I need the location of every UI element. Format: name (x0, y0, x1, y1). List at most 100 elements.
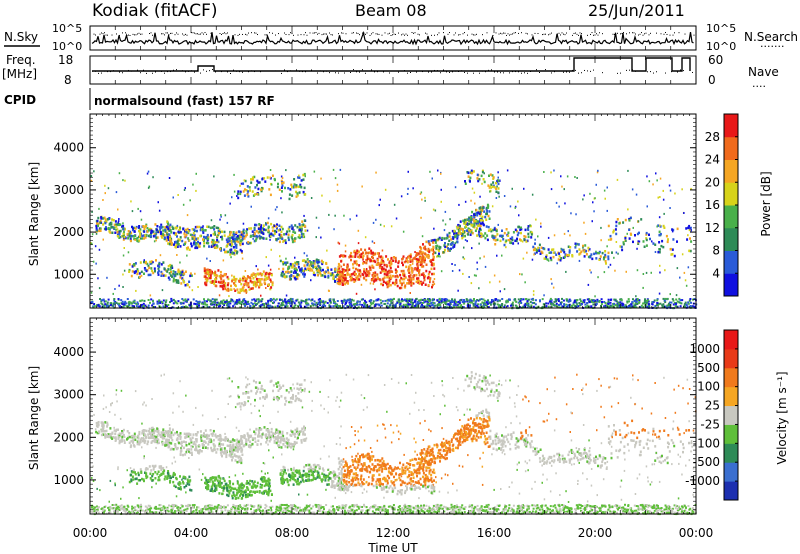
range-gate-cell (291, 266, 294, 269)
range-gate-cell (476, 299, 479, 301)
range-gate-cell (168, 233, 171, 236)
range-gate-cell (305, 302, 307, 305)
range-gate-cell (685, 227, 688, 230)
nave-dot (512, 71, 513, 73)
range-gate-cell (408, 256, 410, 259)
range-gate-cell (656, 299, 659, 302)
range-gate-cell (340, 271, 343, 274)
noise-search-dot (104, 32, 105, 34)
range-gate-cell (578, 253, 581, 256)
nave-dot (173, 69, 174, 71)
range-gate-cell (290, 270, 293, 273)
range-gate-cell (269, 193, 272, 197)
range-gate-cell (356, 303, 359, 306)
range-gate-cell (150, 229, 153, 232)
range-gate-cell (420, 191, 423, 194)
range-gate-cell (215, 280, 217, 283)
range-gate-cell (271, 298, 274, 301)
range-gate-cell (611, 251, 613, 254)
noise-search-dot (401, 34, 402, 36)
range-gate-cell (380, 282, 383, 286)
range-gate-cell (145, 269, 148, 273)
range-gate-cell (326, 302, 329, 304)
range-gate-cell (654, 243, 657, 246)
range-gate-cell (528, 507, 530, 510)
range-gate-cell (563, 232, 566, 235)
range-gate-cell (108, 222, 111, 225)
range-gate-cell (494, 243, 497, 246)
range-gate-cell (591, 300, 594, 303)
range-gate-cell (460, 304, 463, 307)
range-gate-cell (294, 224, 297, 227)
range-gate-cell (277, 182, 279, 186)
range-gate-cell (410, 269, 413, 272)
noise-panel: N.Sky 10^5 10^0 10^5 10^0 N.Search ·····… (4, 22, 798, 53)
range-gate-cell (587, 255, 590, 259)
noise-search-dot (168, 34, 170, 36)
noise-search-dot (390, 34, 392, 36)
range-gate-cell (281, 227, 284, 231)
range-gate-cell (288, 299, 291, 302)
range-gate-cell (389, 274, 392, 278)
range-gate-cell (203, 298, 205, 301)
range-gate-cell (668, 184, 671, 187)
range-gate-cell (257, 505, 260, 508)
range-gate-cell (688, 224, 691, 228)
range-gate-cell (362, 305, 365, 308)
range-gate-cell (213, 175, 215, 178)
nave-dot (362, 69, 363, 71)
range-gate-cell (387, 280, 389, 283)
range-gate-cell (589, 192, 591, 195)
range-gate-cell (508, 298, 511, 301)
range-gate-cell (210, 241, 213, 244)
range-gate-cell (571, 255, 574, 258)
range-gate-cell (161, 289, 164, 292)
range-gate-cell (183, 281, 186, 284)
range-gate-cell (625, 240, 627, 242)
range-gate-cell (534, 299, 537, 302)
range-gate-cell (685, 284, 688, 287)
range-gate-cell (171, 225, 174, 229)
range-gate-cell (285, 263, 287, 266)
range-gate-cell (223, 234, 226, 237)
range-gate-cell (265, 287, 267, 289)
range-gate-cell (392, 259, 395, 262)
range-gate-cell (158, 265, 161, 268)
range-gate-cell (438, 249, 440, 252)
range-gate-cell (295, 190, 298, 194)
range-gate-cell (459, 299, 462, 302)
range-gate-cell (293, 276, 296, 280)
noise-search-dot (509, 34, 510, 36)
range-gate-cell (170, 300, 173, 303)
range-gate-cell (390, 276, 393, 280)
range-gate-cell (261, 236, 264, 240)
range-gate-cell (493, 226, 496, 230)
range-gate-cell (298, 174, 300, 177)
range-gate-cell (269, 298, 272, 300)
range-gate-cell (250, 178, 252, 181)
range-gate-cell (303, 172, 306, 176)
range-gate-cell (458, 302, 461, 305)
range-gate-cell (97, 277, 99, 280)
range-gate-cell (167, 236, 169, 239)
range-gate-cell (476, 261, 478, 264)
range-gate-cell (172, 231, 175, 235)
range-gate-cell (217, 305, 220, 308)
range-gate-cell (615, 224, 618, 228)
range-gate-cell (357, 255, 360, 258)
range-gate-cell (128, 300, 131, 303)
range-gate-cell (342, 277, 345, 280)
range-gate-cell (252, 237, 254, 240)
range-gate-cell (263, 304, 266, 307)
range-gate-cell (644, 298, 646, 301)
range-gate-cell (659, 177, 662, 180)
range-gate-cell (385, 263, 388, 267)
range-gate-cell (235, 243, 238, 247)
freq-tick-bottom: 8 (64, 73, 72, 87)
range-gate-cell (488, 301, 491, 304)
range-gate-cell (679, 305, 682, 308)
nave-dot (488, 69, 489, 71)
range-gate-cell (650, 505, 653, 508)
range-gate-cell (464, 180, 466, 183)
